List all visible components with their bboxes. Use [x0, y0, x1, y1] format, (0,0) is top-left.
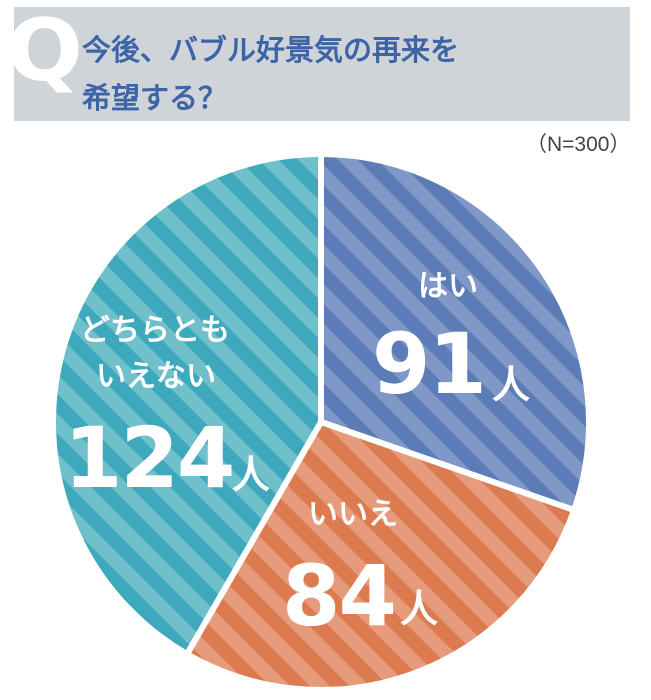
- slice-label-no: いいえ: [308, 497, 398, 532]
- slice-value-yes: 91: [372, 315, 487, 413]
- slice-label-neither-line2: いえない: [96, 359, 216, 394]
- slice-unit-no: 人: [400, 587, 439, 631]
- slice-unit-yes: 人: [492, 363, 531, 407]
- slice-label-neither-line1: どちらとも: [80, 313, 230, 348]
- title-line-1: 今後、バブル好景気の再来を: [82, 33, 460, 67]
- q-mark-icon: Q: [6, 1, 83, 101]
- slice-label-yes: はい: [418, 269, 478, 304]
- slice-value-no: 84: [282, 547, 397, 645]
- slice-value-neither: 124: [64, 409, 235, 507]
- title-line-2: 希望する？: [82, 81, 228, 115]
- sample-size-note: （N=300）: [526, 133, 631, 156]
- slice-unit-neither: 人: [232, 453, 271, 497]
- question-title: 今後、バブル好景気の再来を 希望する？: [82, 26, 459, 122]
- question-header: [14, 7, 630, 121]
